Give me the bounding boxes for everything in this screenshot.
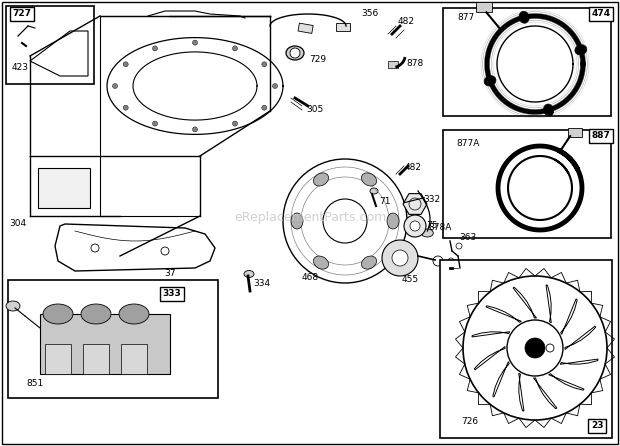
- Text: 334: 334: [254, 280, 270, 289]
- Text: 356: 356: [361, 8, 379, 17]
- Bar: [38, 168, 90, 208]
- Text: 71: 71: [379, 198, 391, 206]
- Circle shape: [546, 344, 554, 352]
- Text: 23: 23: [591, 421, 603, 430]
- Ellipse shape: [81, 304, 111, 324]
- Bar: [568, 128, 582, 137]
- Text: 474: 474: [591, 9, 611, 18]
- Circle shape: [192, 40, 198, 45]
- Text: 878A: 878A: [428, 223, 452, 232]
- Text: 729: 729: [309, 55, 327, 65]
- Bar: [443, 8, 611, 116]
- Text: 878: 878: [406, 58, 423, 67]
- Text: 887: 887: [591, 132, 611, 140]
- Text: 455: 455: [401, 274, 418, 284]
- Ellipse shape: [361, 256, 376, 269]
- Circle shape: [456, 243, 462, 249]
- Bar: [83, 344, 109, 374]
- Text: 304: 304: [9, 219, 27, 228]
- Text: 877A: 877A: [456, 140, 480, 149]
- Ellipse shape: [484, 76, 496, 86]
- Ellipse shape: [314, 256, 329, 269]
- Text: 333: 333: [162, 289, 182, 298]
- Text: 726: 726: [461, 417, 479, 425]
- Ellipse shape: [361, 173, 376, 186]
- Bar: [388, 61, 398, 68]
- Ellipse shape: [291, 213, 303, 229]
- Circle shape: [262, 62, 267, 67]
- Ellipse shape: [286, 46, 304, 60]
- Bar: [298, 23, 313, 33]
- Bar: [440, 260, 612, 438]
- Text: 75: 75: [427, 222, 438, 231]
- Bar: [6, 6, 94, 84]
- Text: 877: 877: [458, 13, 475, 22]
- Circle shape: [232, 121, 237, 126]
- Circle shape: [433, 256, 443, 266]
- Circle shape: [153, 121, 157, 126]
- Circle shape: [392, 250, 408, 266]
- Circle shape: [112, 83, 118, 88]
- Circle shape: [123, 62, 128, 67]
- Circle shape: [382, 240, 418, 276]
- Circle shape: [404, 215, 426, 237]
- Circle shape: [273, 83, 278, 88]
- Ellipse shape: [370, 188, 378, 194]
- Bar: [121, 344, 147, 374]
- Ellipse shape: [244, 271, 254, 277]
- Circle shape: [153, 46, 157, 51]
- Ellipse shape: [314, 173, 329, 186]
- Circle shape: [448, 258, 454, 264]
- Text: 482: 482: [397, 17, 415, 25]
- Text: 851: 851: [27, 380, 43, 388]
- Circle shape: [290, 48, 300, 58]
- Text: 363: 363: [459, 234, 477, 243]
- Text: 332: 332: [423, 194, 441, 203]
- Bar: [443, 130, 611, 238]
- Bar: [476, 2, 492, 12]
- Ellipse shape: [519, 11, 529, 23]
- Circle shape: [525, 338, 545, 358]
- Text: eReplacementParts.com: eReplacementParts.com: [234, 211, 386, 224]
- Text: 305: 305: [306, 106, 324, 115]
- Circle shape: [232, 46, 237, 51]
- Text: 423: 423: [12, 63, 29, 73]
- Circle shape: [192, 127, 198, 132]
- Ellipse shape: [119, 304, 149, 324]
- Ellipse shape: [43, 304, 73, 324]
- Text: 482: 482: [404, 164, 422, 173]
- Ellipse shape: [6, 301, 20, 311]
- Ellipse shape: [422, 229, 433, 237]
- Text: 468: 468: [301, 273, 319, 282]
- Text: 727: 727: [12, 9, 32, 18]
- Ellipse shape: [544, 104, 554, 116]
- Circle shape: [262, 105, 267, 110]
- Circle shape: [123, 105, 128, 110]
- Circle shape: [410, 221, 420, 231]
- Bar: [336, 23, 350, 31]
- Ellipse shape: [387, 213, 399, 229]
- Text: 37: 37: [164, 269, 175, 278]
- Bar: [45, 344, 71, 374]
- Ellipse shape: [575, 45, 587, 55]
- Bar: [8, 280, 218, 398]
- Bar: [40, 314, 170, 374]
